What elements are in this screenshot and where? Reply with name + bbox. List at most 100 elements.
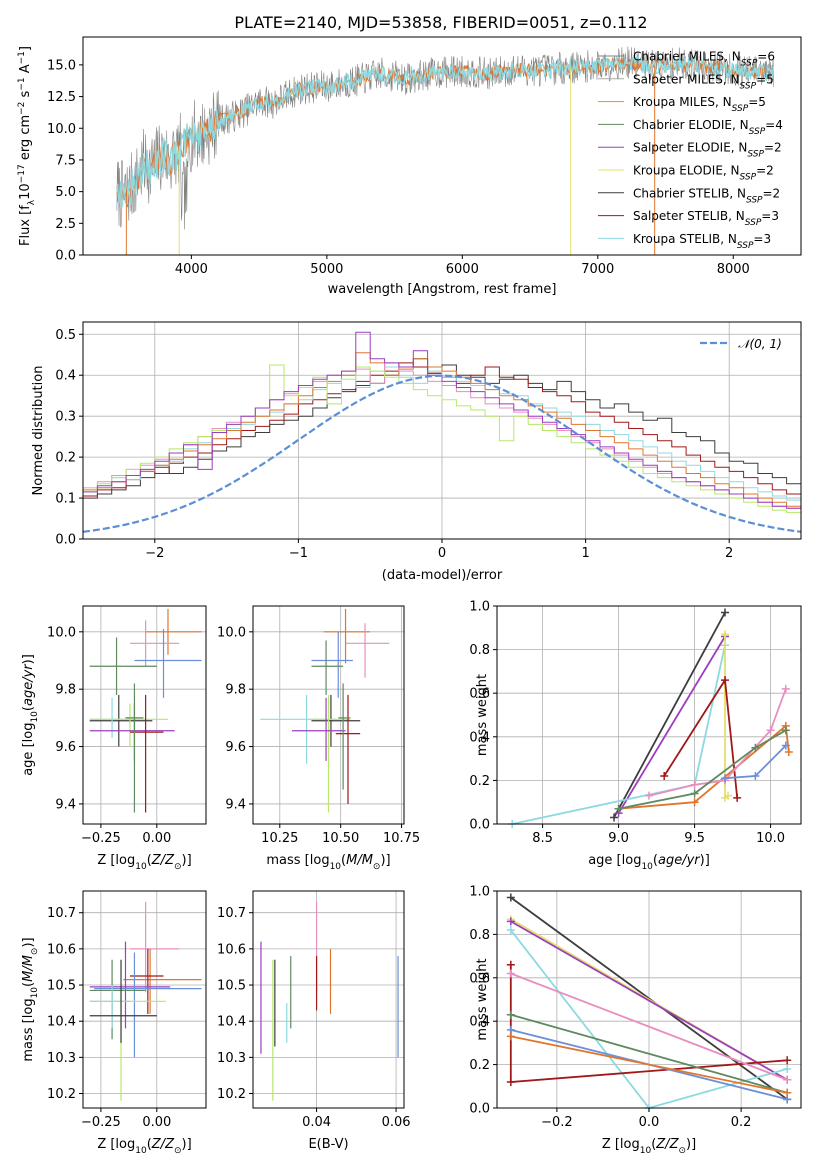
x-tick-label: 0.00 xyxy=(142,831,171,846)
x-tick-label: 0.0 xyxy=(639,1115,660,1130)
x-tick-label: 1 xyxy=(581,546,589,561)
x-axis-label-part: mass [log xyxy=(266,853,329,868)
x-axis-label: mass [log10(M/M⊙)] xyxy=(266,853,390,872)
x-tick-label: 10.75 xyxy=(383,831,420,846)
x-axis-label-part: )] xyxy=(182,1137,192,1152)
x-tick-label: 0.06 xyxy=(382,1115,411,1130)
x-axis-label-part: ( xyxy=(651,1137,656,1152)
mass-weight-series xyxy=(510,1035,788,1094)
x-tick-label: 0 xyxy=(438,546,446,561)
x-tick-label: 0.04 xyxy=(302,1115,331,1130)
x-axis-label-part: Z [log xyxy=(97,1137,135,1152)
legend-label-subscript: SSP xyxy=(741,59,758,69)
x-axis-label-part: ⊙ xyxy=(174,862,182,872)
mass-weight-point xyxy=(506,893,515,902)
legend-label-subscript: SSP xyxy=(740,173,757,183)
x-axis-label-part: ⊙ xyxy=(373,862,381,872)
y-axis-label-part: 10 xyxy=(18,183,33,200)
legend-label-text: Kroupa STELIB, N xyxy=(633,232,737,246)
spectrum-panel: 4000 5000 6000 7000 8000 0.0 2.5 5.0 7.5 10.0 12.5… xyxy=(17,36,802,297)
y-axis-label-part: s xyxy=(18,90,33,101)
x-axis-label-part: Z/Z xyxy=(655,1137,679,1152)
x-axis-label-part: 10 xyxy=(135,1146,147,1156)
mass-weight-point xyxy=(721,630,729,639)
mass-weight-point xyxy=(783,1088,792,1097)
mass-weight-series xyxy=(510,1013,788,1094)
mass-weight-point xyxy=(690,798,699,807)
y-axis-label-part: age [log xyxy=(21,723,36,776)
x-axis-label-part: 10 xyxy=(640,1146,652,1156)
legend-label-text: Kroupa ELODIE, N xyxy=(633,164,740,178)
y-tick-label: 10.4 xyxy=(47,1015,76,1030)
x-axis-label-part: age/yr xyxy=(658,853,701,868)
age-vs-mass-panel: 10.25 10.50 10.75 9.4 9.6 9.8 10.0 mass [log10(… xyxy=(217,605,420,872)
mass-weight-point xyxy=(766,726,775,735)
mass-vs-extinction-panel: 0.04 0.06 10.2 10.3 10.4 10.5 10.6 10.7 E(B-V) xyxy=(217,890,411,1152)
y-axis-label-part: age/yr xyxy=(21,663,36,706)
legend-label-value: =5 xyxy=(756,72,774,86)
mass-weight-point xyxy=(690,780,699,789)
mass-weight-point xyxy=(506,1077,515,1086)
y-tick-label: 5.0 xyxy=(55,185,76,200)
x-axis-label-part: age [log xyxy=(588,853,641,868)
x-axis-label-part: )] xyxy=(686,1137,696,1152)
mass-weight-vs-metallicity-panel: −0.2 0.0 0.2 0.0 0.2 0.4 0.6 0.8 1.0 Z [log10(Z/Z… xyxy=(469,885,802,1156)
y-tick-label: 0.2 xyxy=(469,1058,490,1073)
y-tick-label: 0.2 xyxy=(469,774,490,789)
x-axis-label-part: E(B-V) xyxy=(308,1137,348,1152)
y-axis-label-part: )] xyxy=(21,654,36,664)
y-axis-label-part: −2 xyxy=(17,102,27,115)
y-tick-label: 0.8 xyxy=(469,928,490,943)
legend-label-subscript: SSP xyxy=(737,241,754,251)
age-vs-metallicity-panel: −0.25 0.009.49.69.810.0Z [log10(Z/Z⊙)]age… xyxy=(21,605,207,872)
mass-weight-point xyxy=(506,1010,515,1019)
mass-weight-point xyxy=(783,1056,792,1065)
x-tick-label: 2 xyxy=(725,546,733,561)
x-axis-label-part: ⊙ xyxy=(174,1146,182,1156)
x-axis-label-part: ( xyxy=(653,853,658,868)
y-axis-label: mass weight xyxy=(475,674,490,756)
y-tick-label: 10.7 xyxy=(47,906,76,921)
mass-weight-point xyxy=(506,969,515,978)
y-tick-label: 9.6 xyxy=(55,740,76,755)
y-tick-label: 10.5 xyxy=(217,979,246,994)
x-tick-label: 10.50 xyxy=(322,831,359,846)
x-axis-label-part: 10 xyxy=(135,862,147,872)
mass-weight-point xyxy=(784,748,793,757)
y-tick-label: 0.0 xyxy=(55,533,76,548)
histogram-series xyxy=(83,331,801,509)
mass-weight-point xyxy=(506,960,515,969)
x-axis-label: Z [log10(Z/Z⊙)] xyxy=(97,1137,191,1156)
x-tick-label: 8000 xyxy=(717,262,750,277)
y-tick-label: 0.0 xyxy=(55,249,76,264)
legend-label-value: =2 xyxy=(764,141,782,155)
y-axis-label-part: −1 xyxy=(17,51,27,64)
y-tick-label: 9.4 xyxy=(55,797,76,812)
x-tick-label: −0.2 xyxy=(541,1115,573,1130)
legend-label-subscript: SSP xyxy=(745,218,762,228)
mass-weight-point xyxy=(721,676,729,685)
mass-weight-series xyxy=(510,972,788,1081)
plot-frame xyxy=(252,890,405,1109)
x-axis-label-part: Z [log xyxy=(602,1137,640,1152)
plot-frame xyxy=(82,36,802,256)
y-tick-label: 0.6 xyxy=(469,971,490,986)
x-tick-label: 4000 xyxy=(175,262,208,277)
legend-label: Kroupa ELODIE, NSSP=2 xyxy=(633,164,774,183)
mass-weight-vs-age-panel: 8.5 9.0 9.5 10.0 0.0 0.2 0.4 0.6 0.8 1.0 age [log1… xyxy=(469,600,802,872)
mass-weight-point xyxy=(690,789,699,798)
x-axis-label-part: Z/Z xyxy=(151,853,175,868)
mass-weight-series xyxy=(617,636,726,814)
legend-label-subscript: SSP xyxy=(740,81,757,91)
y-axis-label-part: ( xyxy=(21,982,36,987)
x-tick-label: 6000 xyxy=(446,262,479,277)
mass-weight-point xyxy=(781,741,790,750)
y-tick-label: 10.2 xyxy=(217,1087,246,1102)
y-tick-label: 0.1 xyxy=(55,492,76,507)
x-axis-label-part: ( xyxy=(147,853,152,868)
legend-label-value: =2 xyxy=(756,164,774,178)
y-axis-label-part: Flux [f xyxy=(18,205,33,246)
y-tick-label: 9.8 xyxy=(225,683,246,698)
legend-label: Chabrier ELODIE, NSSP=4 xyxy=(633,118,783,137)
